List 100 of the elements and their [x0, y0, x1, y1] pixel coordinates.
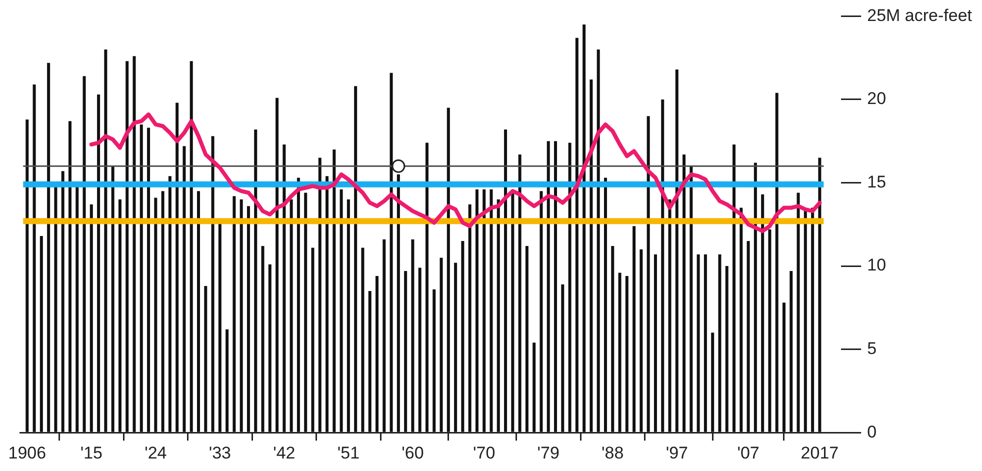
bar: [182, 146, 186, 432]
bar: [211, 136, 214, 432]
bar: [654, 254, 657, 432]
bar: [404, 271, 408, 432]
bar: [711, 332, 714, 432]
bar: [296, 178, 300, 432]
bar: [140, 124, 143, 432]
bar: [661, 99, 664, 432]
x-tick-label: '51: [337, 443, 360, 462]
bar: [204, 286, 208, 432]
bar: [468, 204, 472, 432]
bar: [732, 144, 736, 432]
bar: [161, 191, 164, 432]
bar: [268, 264, 272, 432]
x-tick-label: '88: [602, 443, 624, 462]
bar: [440, 258, 443, 432]
x-tick-label: '70: [473, 443, 496, 462]
x-tick-label: 1906: [8, 443, 46, 462]
bar: [704, 254, 707, 432]
bar: [582, 24, 586, 432]
bar: [261, 246, 264, 432]
bar: [490, 189, 493, 432]
bar: [354, 86, 358, 432]
bar: [332, 149, 336, 432]
bar: [68, 121, 72, 432]
bar: [361, 248, 364, 432]
x-tick-label: '33: [208, 443, 232, 462]
bar: [525, 246, 528, 432]
bar: [26, 119, 29, 432]
bar: [540, 191, 543, 432]
bar: [176, 102, 179, 432]
bar: [197, 191, 200, 432]
bar: [518, 154, 522, 432]
x-tick-label: '97: [666, 443, 688, 462]
bar: [61, 171, 64, 432]
bar: [432, 289, 436, 432]
x-tick-label: '15: [80, 443, 102, 462]
bar: [254, 129, 258, 432]
bar: [376, 276, 379, 432]
bar: [226, 329, 229, 432]
bar: [340, 189, 343, 432]
bar: [218, 222, 222, 432]
bar: [282, 144, 286, 432]
bar: [718, 254, 722, 432]
bar: [482, 189, 486, 432]
bar: [682, 154, 686, 432]
y-tick-label: 20: [867, 89, 886, 108]
bar: [504, 129, 508, 432]
bar: [768, 229, 772, 432]
bar: [604, 178, 607, 432]
bar: [168, 176, 172, 432]
bar: [554, 141, 558, 432]
bar: [240, 199, 243, 432]
bar: [796, 192, 800, 432]
bar: [290, 199, 293, 432]
bar: [90, 204, 93, 432]
bar: [625, 276, 628, 432]
bar: [32, 84, 36, 432]
y-tick-label: 10: [867, 256, 886, 275]
bar: [632, 226, 636, 432]
bar: [368, 291, 372, 432]
bar: [696, 254, 700, 432]
y-tick-label: 25M acre-feet: [867, 6, 972, 25]
bar: [740, 208, 743, 432]
bar: [147, 128, 150, 432]
bar: [496, 199, 500, 432]
bar: [82, 76, 86, 432]
bar: [646, 116, 650, 432]
bar: [725, 266, 728, 432]
bar: [411, 239, 414, 432]
bar: [126, 61, 129, 432]
bar: [154, 198, 158, 432]
bar: [568, 142, 572, 432]
bar: [532, 342, 536, 432]
bar: [575, 38, 578, 432]
bar: [668, 199, 672, 432]
bar: [782, 302, 786, 432]
bar: [475, 189, 478, 432]
bar: [346, 199, 350, 432]
bar: [326, 176, 329, 432]
bar: [690, 166, 693, 432]
bar: [811, 208, 814, 432]
bar: [390, 72, 393, 432]
bar: [382, 239, 386, 432]
bar: [311, 248, 314, 432]
bar: [276, 98, 279, 432]
x-tick-label: '60: [402, 443, 424, 462]
bar: [461, 241, 464, 432]
y-tick-label: 0: [867, 422, 877, 442]
y-tick-label: 5: [867, 339, 877, 358]
bar: [640, 249, 643, 432]
x-tick-label: 2017: [800, 443, 839, 462]
bar: [454, 262, 458, 432]
bar: [818, 158, 822, 432]
bar: [246, 206, 250, 432]
bar: [790, 271, 793, 432]
bar: [596, 50, 600, 432]
bar: [754, 162, 757, 432]
bar: [47, 62, 50, 432]
bar: [675, 70, 678, 432]
